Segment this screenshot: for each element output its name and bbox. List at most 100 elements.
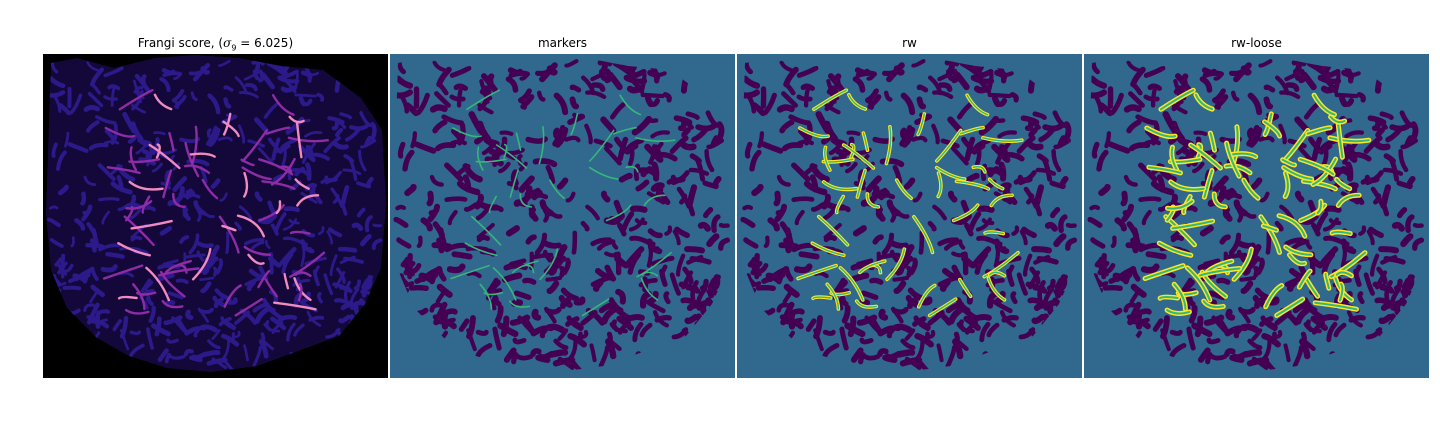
label-purple-stroke	[689, 255, 712, 265]
vessel-stroke	[222, 120, 240, 138]
vessel-stroke	[124, 308, 150, 315]
vessel-stroke	[201, 178, 219, 200]
label-green-core	[1197, 143, 1202, 159]
label-purple-stroke	[557, 356, 575, 370]
marker-green-stroke	[495, 144, 528, 169]
texture-stroke	[146, 206, 156, 212]
label-purple-stroke	[835, 148, 845, 161]
texture-stroke	[135, 142, 149, 155]
label-purple-stroke	[560, 287, 580, 302]
label-purple-stroke	[569, 84, 582, 93]
texture-stroke	[231, 332, 235, 344]
texture-stroke	[141, 74, 147, 88]
label-green-core	[843, 144, 875, 169]
label-purple-stroke	[500, 315, 510, 338]
label-purple-stroke	[875, 207, 884, 219]
panel-title-rw-loose: rw-loose	[1231, 36, 1282, 50]
label-purple-stroke	[671, 327, 689, 340]
marker-green-stroke	[549, 179, 565, 199]
label-purple-stroke	[1239, 323, 1260, 334]
label-purple-stroke	[488, 148, 498, 161]
label-purple-stroke	[1252, 294, 1267, 308]
vessel-stroke	[184, 141, 200, 178]
label-purple-stroke	[453, 83, 469, 91]
label-green-core	[1170, 146, 1178, 172]
label-purple-stroke	[1292, 301, 1312, 314]
label-purple-stroke	[1323, 205, 1342, 213]
label-purple-stroke	[1262, 337, 1272, 361]
label-purple-stroke	[593, 138, 613, 149]
label-purple-stroke	[449, 65, 472, 78]
frangi-title-suffix: = 6.025)	[236, 36, 294, 50]
label-purple-stroke	[762, 92, 777, 116]
label-purple-stroke	[937, 237, 960, 247]
texture-stroke	[294, 93, 317, 98]
label-purple-stroke	[839, 326, 849, 351]
texture-stroke	[282, 236, 305, 246]
label-purple-stroke	[1206, 337, 1221, 345]
label-purple-stroke	[1143, 94, 1160, 102]
label-purple-stroke	[915, 337, 925, 361]
label-purple-stroke	[444, 196, 468, 203]
label-green-core	[937, 172, 942, 198]
label-purple-stroke	[1250, 177, 1263, 190]
label-purple-stroke	[899, 124, 913, 147]
texture-stroke	[206, 125, 218, 146]
label-purple-stroke	[877, 348, 889, 357]
texture-stroke	[285, 116, 305, 135]
texture-stroke	[58, 103, 72, 116]
label-purple-stroke	[675, 253, 686, 277]
vessel-stroke	[168, 131, 175, 152]
texture-stroke	[254, 191, 263, 202]
vessel-stroke	[241, 166, 272, 181]
label-purple-stroke	[403, 262, 415, 277]
label-purple-stroke	[1301, 71, 1317, 91]
label-green-core	[797, 264, 837, 280]
label-purple-stroke	[1186, 205, 1198, 213]
label-purple-stroke	[545, 275, 563, 282]
label-purple-stroke	[1284, 70, 1301, 82]
label-green-core	[862, 132, 869, 151]
texture-stroke	[183, 348, 194, 357]
label-purple-stroke	[1243, 349, 1263, 358]
label-purple-stroke	[684, 314, 699, 325]
label-purple-stroke	[994, 97, 1008, 108]
label-purple-stroke	[1197, 347, 1211, 363]
rw-image	[737, 54, 1082, 378]
label-purple-stroke	[951, 251, 965, 258]
label-purple-stroke	[961, 307, 980, 321]
texture-stroke	[325, 177, 338, 183]
texture-stroke	[212, 266, 218, 277]
label-purple-stroke	[600, 116, 617, 134]
label-purple-stroke	[710, 135, 720, 148]
label-purple-stroke	[740, 216, 756, 228]
label-purple-stroke	[1214, 94, 1229, 110]
label-purple-stroke	[809, 163, 830, 183]
label-purple-stroke	[634, 218, 648, 226]
label-purple-stroke	[943, 240, 960, 251]
label-purple-stroke	[487, 73, 495, 89]
texture-stroke	[337, 246, 358, 253]
label-purple-stroke	[1140, 263, 1160, 274]
label-purple-stroke	[1263, 359, 1280, 372]
label-purple-stroke	[741, 75, 761, 89]
texture-stroke	[221, 338, 230, 360]
label-purple-stroke	[1412, 222, 1424, 229]
vessel-stroke	[161, 299, 184, 309]
label-purple-stroke	[1024, 119, 1034, 132]
texture-stroke	[96, 309, 110, 315]
label-purple-stroke	[1147, 83, 1163, 91]
label-purple-stroke	[579, 329, 589, 340]
texture-stroke	[202, 261, 210, 275]
label-green-core	[866, 193, 880, 208]
label-purple-stroke	[1129, 288, 1142, 304]
marker-green-stroke	[483, 291, 503, 296]
label-purple-stroke	[1141, 209, 1152, 226]
texture-stroke	[107, 84, 121, 91]
vessel-stroke	[172, 192, 186, 209]
label-purple-stroke	[992, 299, 1013, 314]
texture-stroke	[69, 308, 81, 316]
label-purple-stroke	[744, 141, 753, 159]
label-purple-stroke	[475, 329, 489, 336]
label-purple-stroke	[413, 141, 437, 154]
